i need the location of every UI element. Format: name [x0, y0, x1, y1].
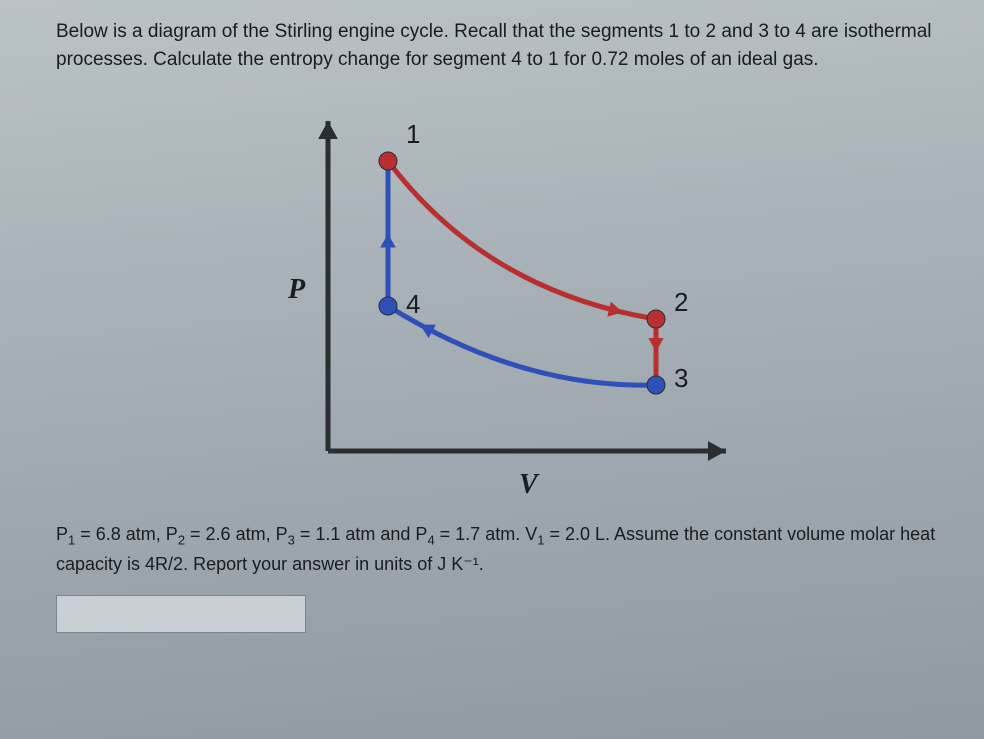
- svg-text:V: V: [519, 469, 540, 500]
- param-p3: P3 = 1.1 atm and: [276, 524, 416, 544]
- svg-text:4: 4: [406, 289, 420, 319]
- param-p1: P1 = 6.8 atm,: [56, 524, 166, 544]
- svg-text:3: 3: [674, 363, 688, 393]
- svg-text:1: 1: [406, 119, 420, 149]
- pv-diagram-svg: P V 1 2 3 4: [256, 91, 776, 511]
- question-text: Below is a diagram of the Stirling engin…: [56, 18, 944, 73]
- answer-input[interactable]: [56, 595, 306, 633]
- svg-text:2: 2: [674, 287, 688, 317]
- pv-diagram: P V 1 2 3 4: [256, 91, 776, 511]
- param-p2: P2 = 2.6 atm,: [166, 524, 276, 544]
- svg-text:P: P: [287, 274, 306, 305]
- param-p4: P4 = 1.7 atm.: [415, 524, 525, 544]
- param-units: Report your answer in units of J K⁻¹.: [193, 554, 484, 574]
- param-v1: V1 = 2.0 L.: [525, 524, 614, 544]
- parameters-text: P1 = 6.8 atm, P2 = 2.6 atm, P3 = 1.1 atm…: [56, 521, 944, 579]
